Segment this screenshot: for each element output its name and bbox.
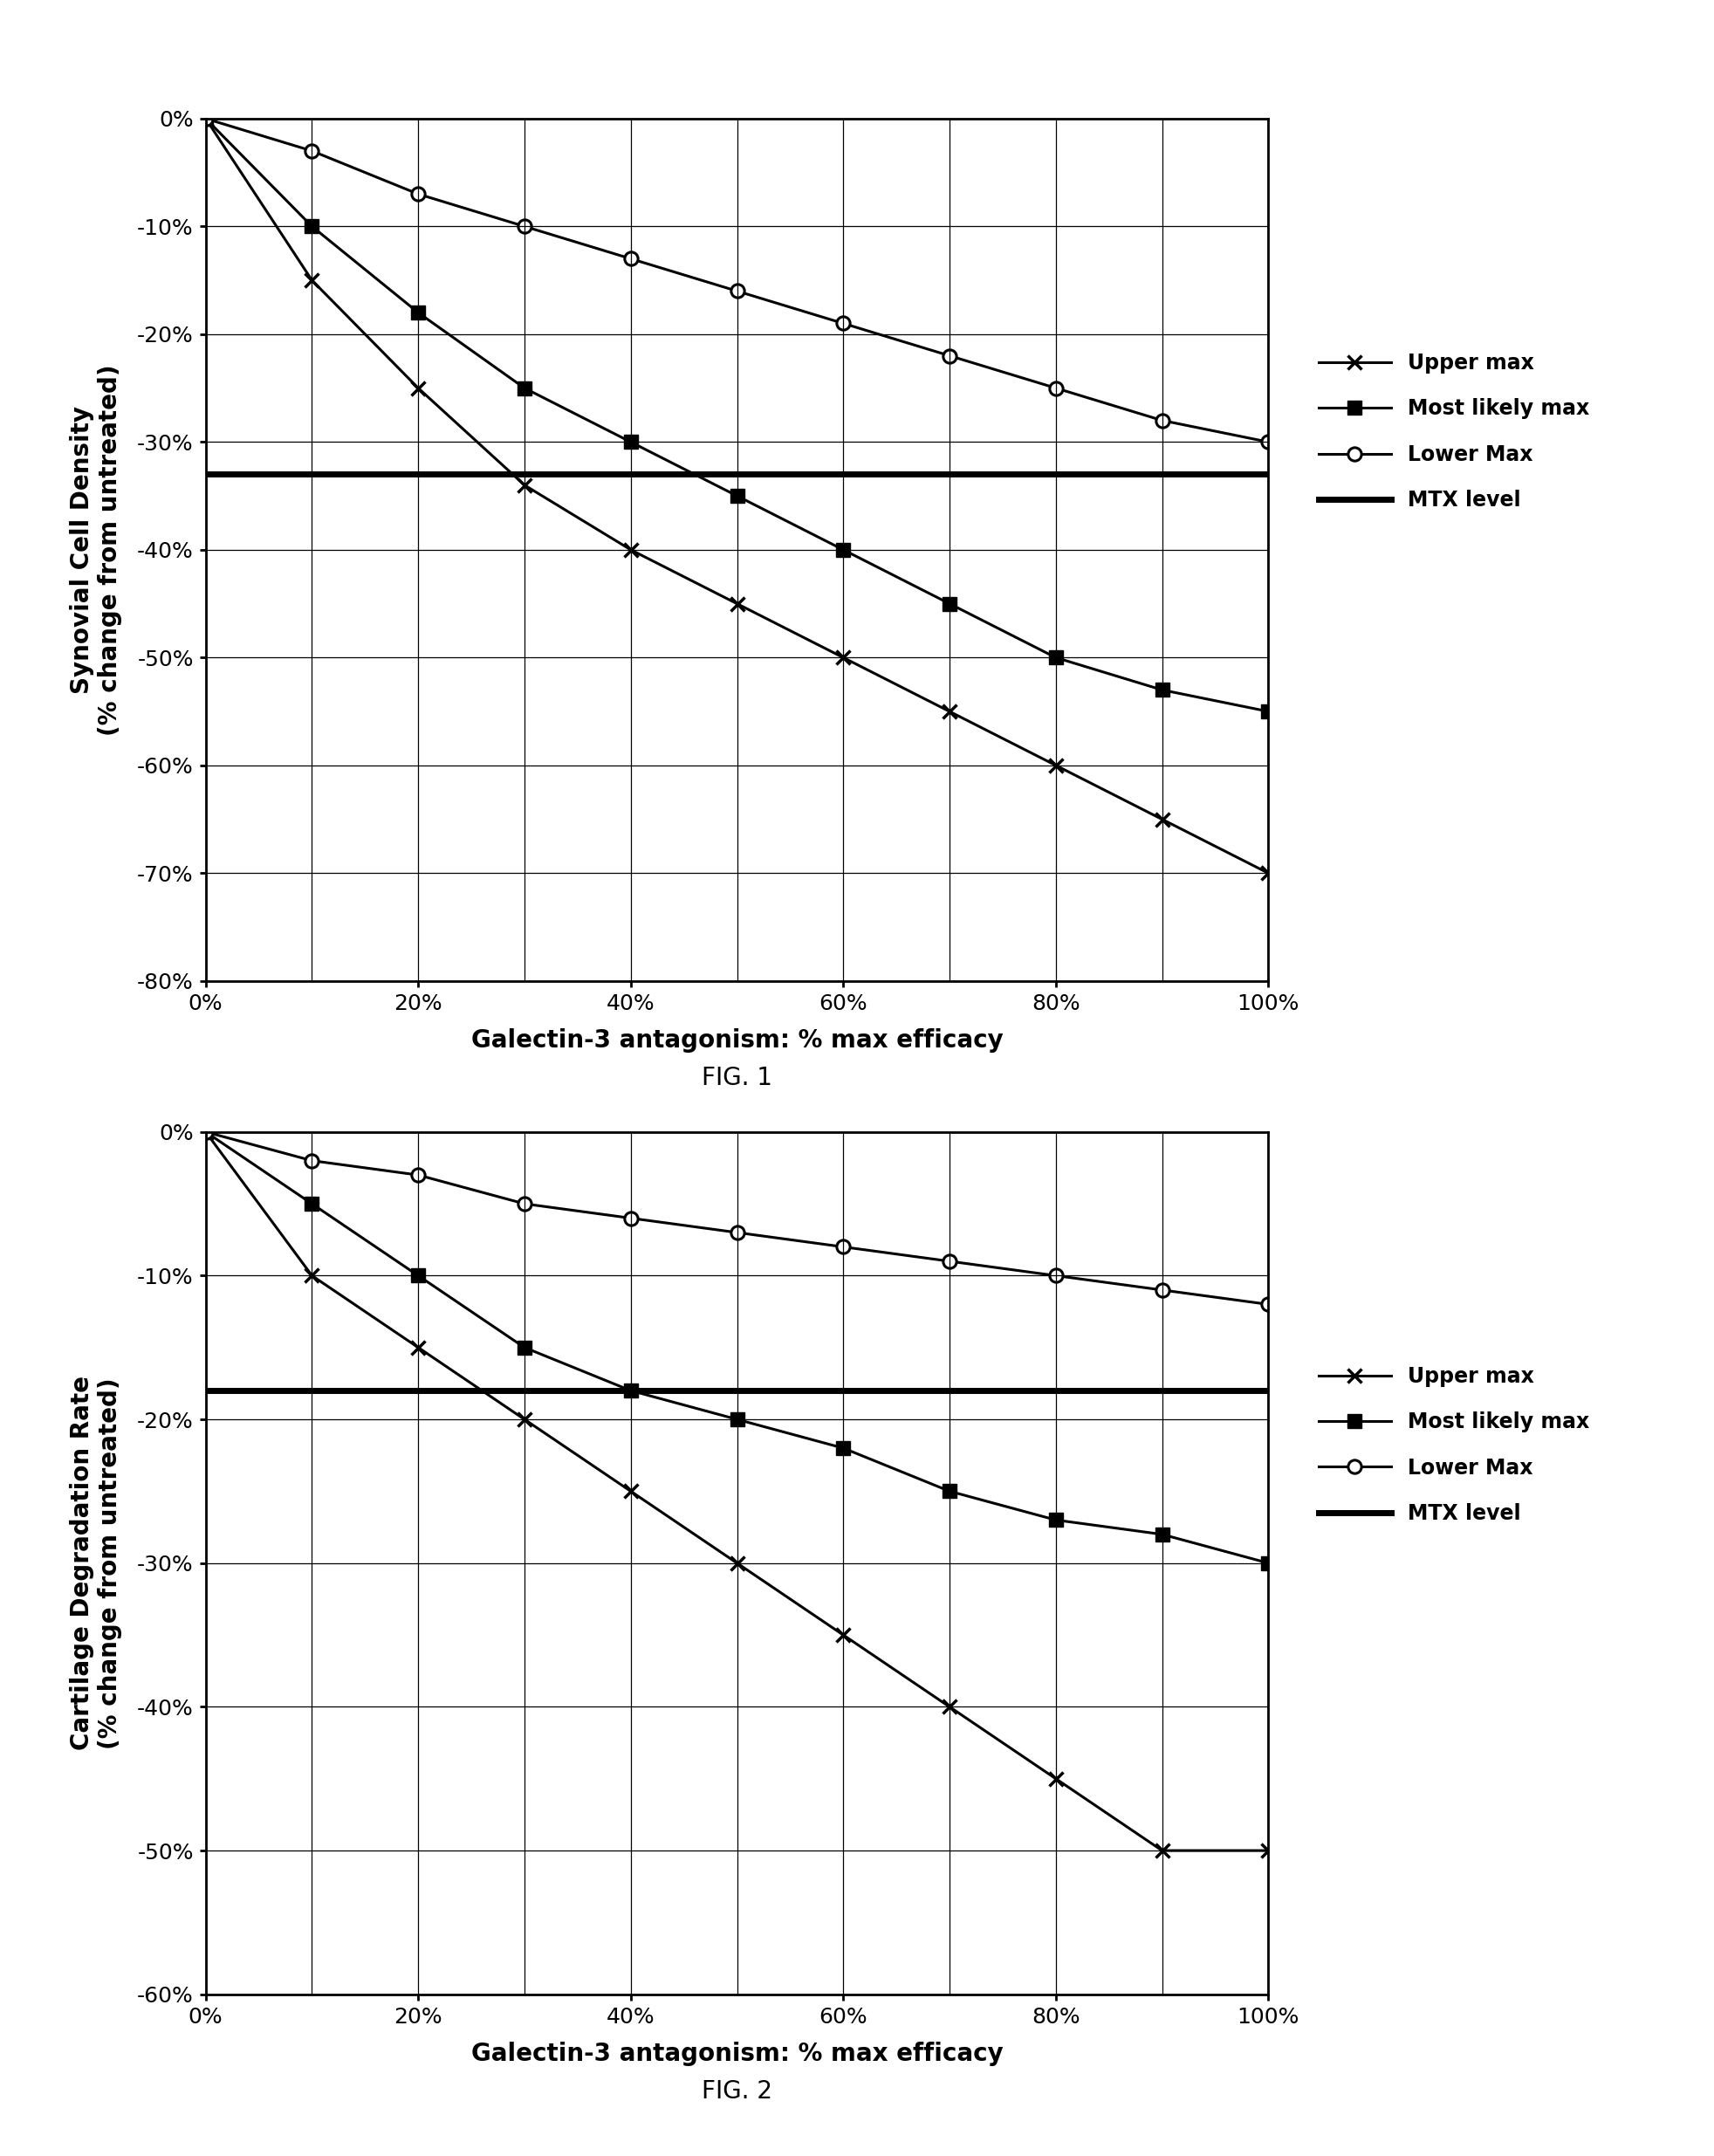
Line: Most likely max: Most likely max [199, 112, 1275, 718]
Upper max [1152, 806, 1172, 832]
Lower Max [302, 1147, 322, 1173]
Text: FIG. 2: FIG. 2 [701, 2078, 773, 2104]
Lower Max [408, 181, 428, 207]
Upper max [939, 699, 960, 724]
Line: Upper max: Upper max [199, 112, 1275, 880]
MTX level [195, 1378, 216, 1404]
Lower Max [408, 1162, 428, 1188]
Lower Max [833, 1233, 854, 1259]
Most likely max [833, 537, 854, 563]
Lower Max [833, 310, 854, 336]
Most likely max [195, 1119, 216, 1145]
Lower Max [302, 138, 322, 164]
Upper max [1258, 1837, 1279, 1863]
Upper max [514, 472, 535, 498]
Lower Max [939, 1248, 960, 1274]
Lower Max [1258, 1291, 1279, 1317]
Upper max [833, 645, 854, 671]
Line: Lower Max: Lower Max [199, 1125, 1275, 1311]
Text: FIG. 1: FIG. 1 [701, 1065, 773, 1091]
Upper max [195, 1119, 216, 1145]
X-axis label: Galectin-3 antagonism: % max efficacy: Galectin-3 antagonism: % max efficacy [471, 2042, 1003, 2065]
Upper max [620, 537, 641, 563]
Most likely max [620, 429, 641, 455]
Most likely max [1152, 1522, 1172, 1548]
Upper max [302, 1263, 322, 1289]
Y-axis label: Cartilage Degradation Rate
(% change from untreated): Cartilage Degradation Rate (% change fro… [70, 1376, 122, 1751]
Legend: Upper max, Most likely max, Lower Max, MTX level: Upper max, Most likely max, Lower Max, M… [1311, 1358, 1597, 1533]
Lower Max [1152, 407, 1172, 433]
Lower Max [727, 278, 747, 304]
Upper max [195, 106, 216, 132]
Most likely max [1046, 645, 1066, 671]
Lower Max [620, 246, 641, 272]
Line: Lower Max: Lower Max [199, 112, 1275, 448]
Lower Max [195, 1119, 216, 1145]
MTX level [206, 1378, 226, 1404]
Most likely max [514, 375, 535, 401]
Legend: Upper max, Most likely max, Lower Max, MTX level: Upper max, Most likely max, Lower Max, M… [1311, 345, 1597, 520]
Upper max [833, 1621, 854, 1647]
Lower Max [195, 106, 216, 132]
Most likely max [195, 106, 216, 132]
Upper max [939, 1695, 960, 1720]
X-axis label: Galectin-3 antagonism: % max efficacy: Galectin-3 antagonism: % max efficacy [471, 1028, 1003, 1052]
MTX level [195, 461, 216, 487]
Lower Max [1258, 429, 1279, 455]
Upper max [727, 591, 747, 617]
Upper max [620, 1479, 641, 1505]
Upper max [408, 375, 428, 401]
Lower Max [1046, 375, 1066, 401]
Upper max [1258, 860, 1279, 886]
Most likely max [408, 300, 428, 326]
Most likely max [1152, 677, 1172, 703]
Most likely max [727, 1406, 747, 1432]
Lower Max [1152, 1276, 1172, 1302]
Most likely max [833, 1436, 854, 1462]
Upper max [514, 1406, 535, 1432]
Upper max [1046, 1766, 1066, 1792]
Lower Max [514, 1190, 535, 1216]
Upper max [302, 267, 322, 293]
Most likely max [1258, 699, 1279, 724]
Most likely max [1258, 1550, 1279, 1576]
Upper max [408, 1335, 428, 1360]
Most likely max [939, 1479, 960, 1505]
Most likely max [302, 1190, 322, 1216]
Most likely max [514, 1335, 535, 1360]
Most likely max [939, 591, 960, 617]
Lower Max [727, 1220, 747, 1246]
MTX level [206, 461, 226, 487]
Most likely max [408, 1263, 428, 1289]
Line: Upper max: Upper max [199, 1125, 1275, 1856]
Lower Max [620, 1205, 641, 1231]
Line: Most likely max: Most likely max [199, 1125, 1275, 1570]
Upper max [1046, 752, 1066, 778]
Upper max [1152, 1837, 1172, 1863]
Most likely max [1046, 1507, 1066, 1533]
Lower Max [1046, 1263, 1066, 1289]
Y-axis label: Synovial Cell Density
(% change from untreated): Synovial Cell Density (% change from unt… [70, 364, 122, 735]
Upper max [727, 1550, 747, 1576]
Most likely max [620, 1378, 641, 1404]
Most likely max [727, 483, 747, 509]
Lower Max [939, 343, 960, 369]
Most likely max [302, 213, 322, 239]
Lower Max [514, 213, 535, 239]
